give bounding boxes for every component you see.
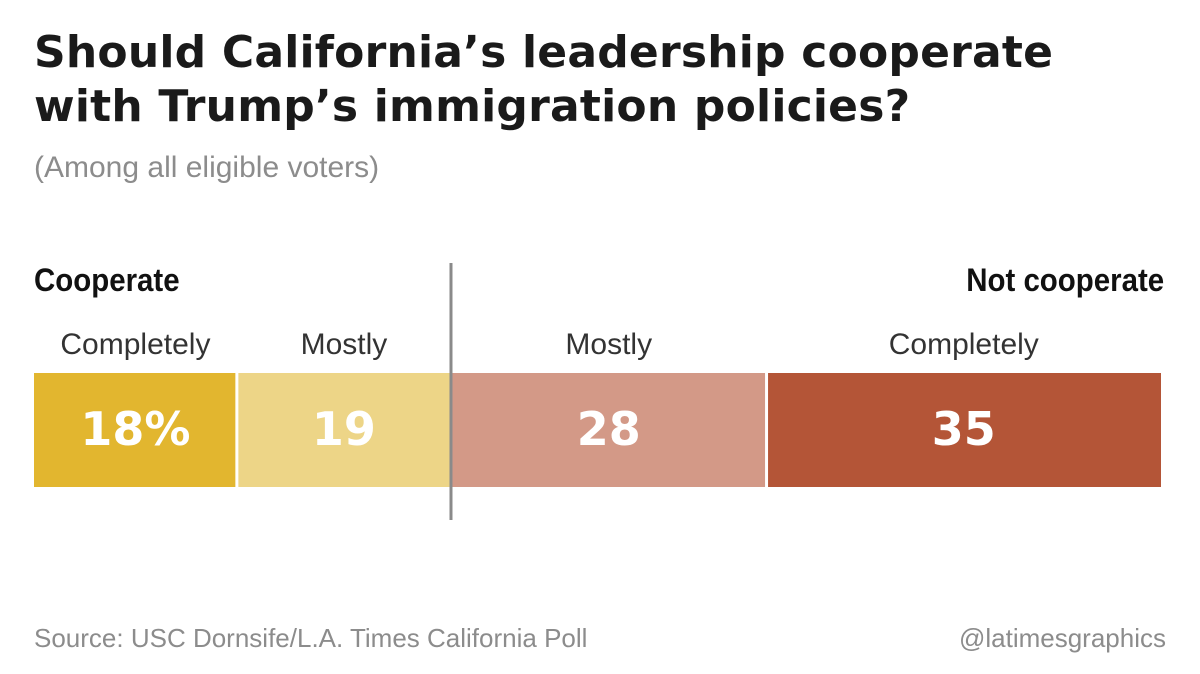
value-label-not-cooperate-mostly: 28: [577, 402, 641, 456]
bar-not-cooperate-completely: [768, 373, 1161, 487]
category-label-cooperate-mostly: Mostly: [301, 328, 388, 361]
value-label-not-cooperate-completely: 35: [932, 402, 996, 456]
bar-cooperate-mostly: [238, 373, 450, 487]
value-label-cooperate-completely: 18%: [80, 402, 190, 456]
category-label-cooperate-completely: Completely: [60, 328, 210, 361]
chart-title: Should California’s leadership cooperate…: [34, 27, 1054, 132]
group-label-cooperate: Cooperate: [34, 262, 180, 298]
source-note: Source: USC Dornsife/L.A. Times Californ…: [34, 623, 588, 653]
category-label-not-cooperate-completely: Completely: [889, 328, 1039, 361]
chart-subtitle: (Among all eligible voters): [34, 151, 380, 184]
credit-handle: @latimesgraphics: [958, 623, 1166, 653]
group-label-not-cooperate: Not cooperate: [966, 262, 1164, 298]
category-label-not-cooperate-mostly: Mostly: [565, 328, 652, 361]
bar-not-cooperate-mostly: [452, 373, 766, 487]
value-label-cooperate-mostly: 19: [312, 402, 376, 456]
bar-cooperate-completely: [34, 373, 236, 487]
